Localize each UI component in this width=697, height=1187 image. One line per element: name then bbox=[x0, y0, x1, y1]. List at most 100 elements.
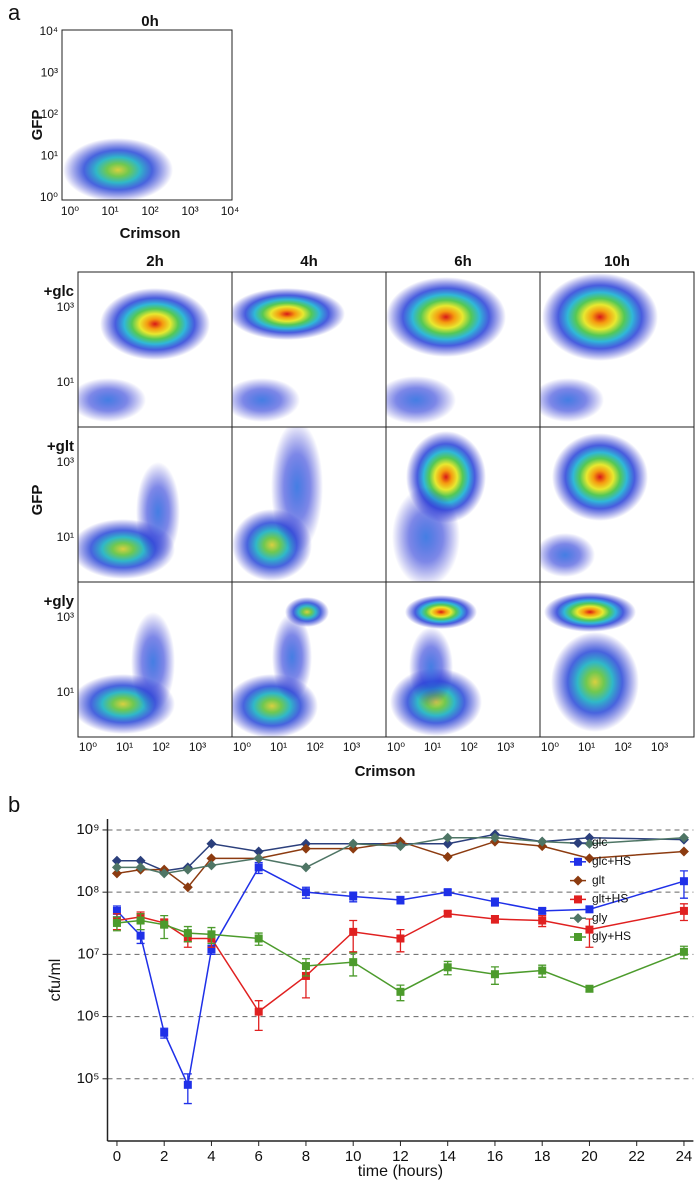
x-tick-label: 10² bbox=[152, 740, 169, 754]
data-point bbox=[111, 855, 122, 866]
x-tick-label: 10³ bbox=[651, 740, 668, 754]
data-point bbox=[679, 906, 688, 915]
data-point bbox=[253, 846, 264, 857]
y-tick-label: 10³ bbox=[57, 455, 74, 469]
data-point bbox=[206, 838, 217, 849]
data-point bbox=[538, 916, 547, 925]
data-point bbox=[538, 906, 547, 915]
data-point bbox=[584, 832, 595, 843]
data-point bbox=[300, 843, 311, 854]
legend-marker bbox=[574, 895, 582, 904]
legend-label: glc+HS bbox=[592, 854, 631, 868]
data-point bbox=[585, 984, 594, 993]
density-plot bbox=[232, 427, 323, 581]
density-blob bbox=[540, 378, 604, 422]
data-point bbox=[160, 920, 169, 929]
x-tick-label: 10² bbox=[306, 740, 323, 754]
y-tick-label: 10¹ bbox=[57, 530, 74, 544]
data-point bbox=[489, 832, 500, 843]
row-label: +glc bbox=[44, 283, 74, 300]
x-tick-label: 22 bbox=[628, 1148, 645, 1165]
legend-marker bbox=[573, 913, 583, 924]
data-point bbox=[136, 931, 145, 940]
data-point bbox=[678, 832, 689, 843]
data-point bbox=[135, 855, 146, 866]
column-title: 4h bbox=[300, 253, 318, 270]
x-tick-label: 2 bbox=[160, 1148, 168, 1165]
data-point bbox=[538, 966, 547, 975]
density-blob bbox=[136, 462, 180, 562]
data-point bbox=[537, 836, 548, 847]
y-tick-label: 10¹ bbox=[57, 685, 74, 699]
density-blob bbox=[551, 632, 639, 732]
data-point bbox=[135, 862, 146, 873]
x-tick-label: 10³ bbox=[497, 740, 514, 754]
data-point bbox=[395, 841, 406, 852]
x-axis-label: Crimson bbox=[355, 763, 416, 780]
density-blob bbox=[78, 378, 146, 422]
x-tick-label: 10¹ bbox=[116, 740, 133, 754]
density-blob bbox=[63, 138, 173, 200]
panel-a: a 0h 10⁰ 10¹ 10² 10³ 10⁴ 10⁰ 10¹ 10² 10³ 10⁴ GFP Crim… bbox=[8, 0, 695, 780]
y-tick-label: 10³ bbox=[41, 66, 58, 80]
data-point bbox=[160, 1028, 169, 1037]
density-blob bbox=[386, 277, 506, 357]
legend-marker bbox=[573, 875, 583, 886]
data-point bbox=[490, 915, 499, 924]
density-plot bbox=[78, 288, 210, 422]
plot-title: 0h bbox=[141, 13, 159, 30]
legend-marker bbox=[574, 933, 582, 941]
data-point bbox=[349, 958, 358, 967]
x-tick-label: 6 bbox=[255, 1148, 263, 1165]
data-point bbox=[442, 832, 453, 843]
data-point bbox=[584, 838, 595, 849]
data-point bbox=[443, 888, 452, 897]
data-point bbox=[584, 853, 595, 864]
x-tick-label: 10¹ bbox=[101, 204, 118, 218]
x-tick-label: 10⁰ bbox=[541, 740, 559, 754]
density-blob bbox=[552, 433, 648, 521]
x-tick-label: 14 bbox=[439, 1148, 456, 1165]
data-point bbox=[443, 909, 452, 918]
data-point bbox=[183, 1080, 192, 1089]
data-point bbox=[679, 877, 688, 886]
x-tick-label: 10³ bbox=[343, 740, 360, 754]
x-tick-label: 10⁰ bbox=[79, 740, 97, 754]
data-point bbox=[111, 868, 122, 879]
legend-label: glt bbox=[592, 873, 605, 887]
x-tick-label: 16 bbox=[487, 1148, 504, 1165]
density-plot bbox=[544, 592, 639, 732]
data-point bbox=[349, 927, 358, 936]
density-plot bbox=[63, 138, 173, 200]
x-axis-label: Crimson bbox=[120, 225, 181, 242]
legend-marker bbox=[573, 838, 583, 848]
data-point bbox=[349, 892, 358, 901]
legend-label: glc bbox=[592, 835, 607, 849]
density-plot bbox=[232, 288, 345, 422]
data-point bbox=[301, 962, 310, 971]
y-axis-label: cfu/ml bbox=[47, 959, 64, 1002]
density-blob bbox=[272, 613, 312, 701]
y-tick-label: 10⁸ bbox=[76, 883, 99, 900]
data-point bbox=[182, 882, 193, 893]
plot-frame bbox=[61, 29, 233, 201]
x-tick-label: 10⁴ bbox=[221, 204, 240, 218]
panel-label: b bbox=[8, 792, 20, 817]
data-point bbox=[112, 918, 121, 927]
legend-label: gly bbox=[592, 910, 607, 924]
column-title: 10h bbox=[604, 253, 630, 270]
data-point bbox=[136, 916, 145, 925]
density-plot bbox=[392, 431, 486, 582]
y-tick-label: 10⁵ bbox=[77, 1070, 100, 1087]
x-tick-label: 12 bbox=[392, 1148, 409, 1165]
density-plot bbox=[78, 462, 180, 579]
y-axis-label: GFP bbox=[29, 110, 46, 141]
data-point bbox=[207, 945, 216, 954]
density-blob bbox=[409, 627, 453, 707]
data-point bbox=[206, 853, 217, 864]
data-point bbox=[254, 1007, 263, 1016]
density-blob bbox=[271, 427, 323, 553]
density-blob bbox=[232, 288, 345, 340]
x-tick-label: 10² bbox=[614, 740, 631, 754]
